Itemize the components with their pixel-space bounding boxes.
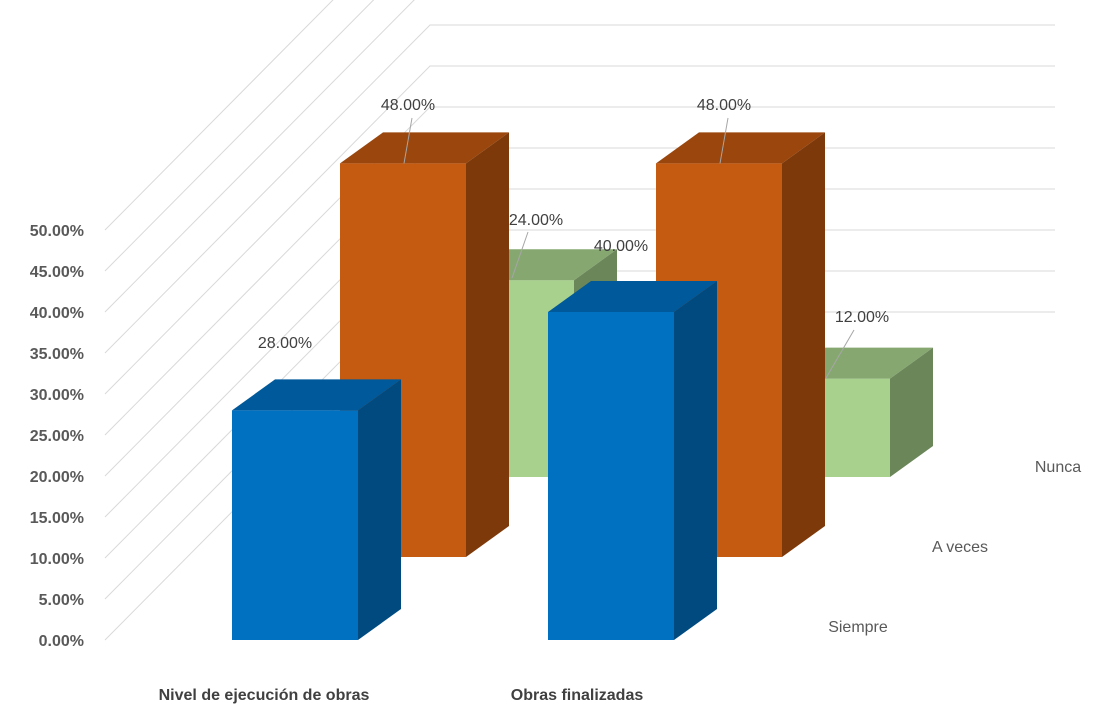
data-label: 12.00% (835, 309, 889, 326)
x-tick-label: Nivel de ejecución de obras (159, 687, 370, 704)
bar-siempre-1 (548, 281, 717, 640)
y-tick-label: 20.00% (30, 469, 84, 486)
y-tick-label: 45.00% (30, 264, 84, 281)
series-label: A veces (932, 539, 988, 556)
bar-side-face (890, 347, 933, 477)
bars (232, 132, 933, 640)
x-tick-label: Obras finalizadas (511, 687, 644, 704)
gridline (104, 65, 1055, 395)
bar-side-face (466, 132, 509, 557)
bar-front-face (548, 312, 674, 640)
bar-front-face (232, 410, 358, 640)
y-tick-label: 25.00% (30, 428, 84, 445)
data-label: 48.00% (381, 97, 435, 114)
data-label: 48.00% (697, 97, 751, 114)
bar-a-veces-0 (340, 132, 509, 557)
series-label: Siempre (828, 619, 888, 636)
gridline (104, 0, 375, 272)
y-tick-label: 30.00% (30, 387, 84, 404)
bar-siempre-0 (232, 379, 401, 640)
data-label: 28.00% (258, 335, 312, 352)
data-label: 40.00% (594, 238, 648, 255)
gridline (104, 0, 415, 313)
data-label-leader (825, 329, 855, 379)
data-label-leader (511, 231, 529, 279)
data-label-leader (719, 117, 729, 164)
data-label-leader (403, 117, 413, 164)
data-labels: 24.00% 12.00% 48.00% 48.00% 28.00% 40.00% (258, 97, 889, 379)
y-tick-label: 15.00% (30, 510, 84, 527)
y-tick-label: 5.00% (39, 592, 84, 609)
bar-top-face (340, 132, 509, 164)
bar-top-face (232, 379, 401, 411)
bar-top-face (656, 132, 825, 164)
y-tick-label: 35.00% (30, 346, 84, 363)
gridline (104, 0, 334, 231)
gridline (104, 24, 1055, 354)
y-tick-label: 40.00% (30, 305, 84, 322)
y-tick-label: 50.00% (30, 223, 84, 240)
bar-side-face (782, 132, 825, 557)
gridline (104, 106, 1055, 436)
y-tick-label: 0.00% (39, 633, 84, 650)
bar-side-face (674, 281, 717, 640)
bar-side-face (358, 379, 401, 640)
y-tick-label: 10.00% (30, 551, 84, 568)
bar-top-face (548, 281, 717, 312)
series-label: Nunca (1035, 459, 1081, 476)
data-label: 24.00% (509, 212, 563, 229)
